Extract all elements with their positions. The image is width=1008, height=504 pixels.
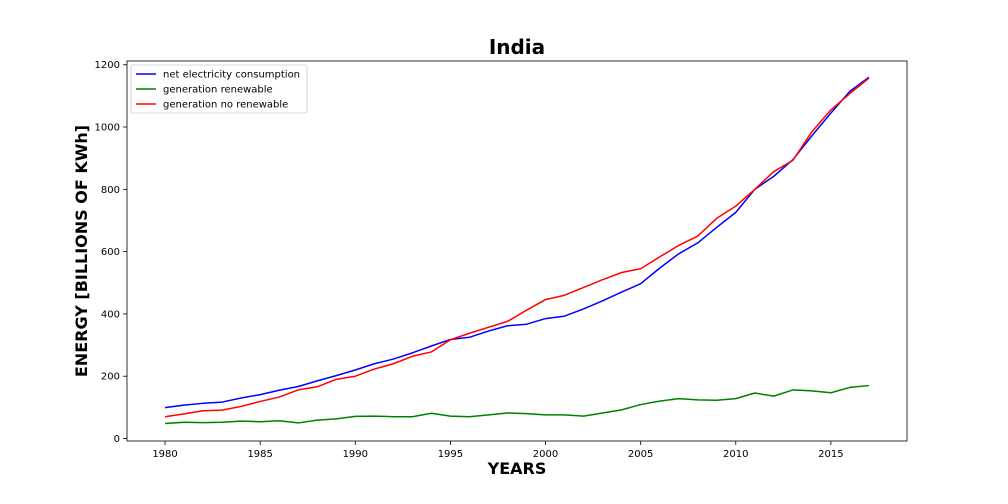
y-tick-label: 400 [101, 309, 120, 320]
series-line-generation-no-renewable [164, 77, 870, 418]
y-tick-label: 1000 [95, 123, 120, 134]
x-tick-label: 1995 [438, 449, 463, 460]
axes-frame [126, 60, 908, 442]
x-tick-label: 1985 [247, 449, 272, 460]
x-tick-label: 2015 [818, 449, 843, 460]
plot-area [164, 76, 870, 425]
legend-label-generation-no-renewable: generation no renewable [163, 100, 288, 111]
y-tick-label: 600 [101, 247, 120, 258]
x-tick-label: 1980 [152, 449, 177, 460]
y-tick-label: 200 [101, 372, 120, 383]
legend-label-net-electricity-consumption: net electricity consumption [163, 70, 300, 81]
series-line-generation-renewable [165, 384, 870, 425]
legend-label-generation-renewable: generation renewable [163, 85, 273, 96]
x-axis-title: YEARS [487, 459, 547, 478]
legend: net electricity consumption generation re… [130, 64, 308, 114]
series-line-net-electricity-consumption [164, 76, 870, 409]
x-tick-label: 2000 [533, 449, 558, 460]
y-tick-label: 0 [114, 434, 120, 445]
x-axis: 1980 1985 1990 1995 2000 2005 2010 2015 [152, 441, 844, 460]
legend-box [130, 64, 308, 114]
x-tick-label: 1990 [343, 449, 368, 460]
x-tick-label: 2010 [723, 449, 748, 460]
chart-title: India [489, 35, 545, 59]
y-axis: 0 200 400 600 800 1000 1200 [95, 60, 127, 445]
y-tick-label: 800 [101, 185, 120, 196]
x-tick-label: 2005 [628, 449, 653, 460]
y-axis-title: ENERGY [BILLIONS OF KWh] [72, 125, 91, 377]
y-tick-label: 1200 [95, 60, 120, 71]
